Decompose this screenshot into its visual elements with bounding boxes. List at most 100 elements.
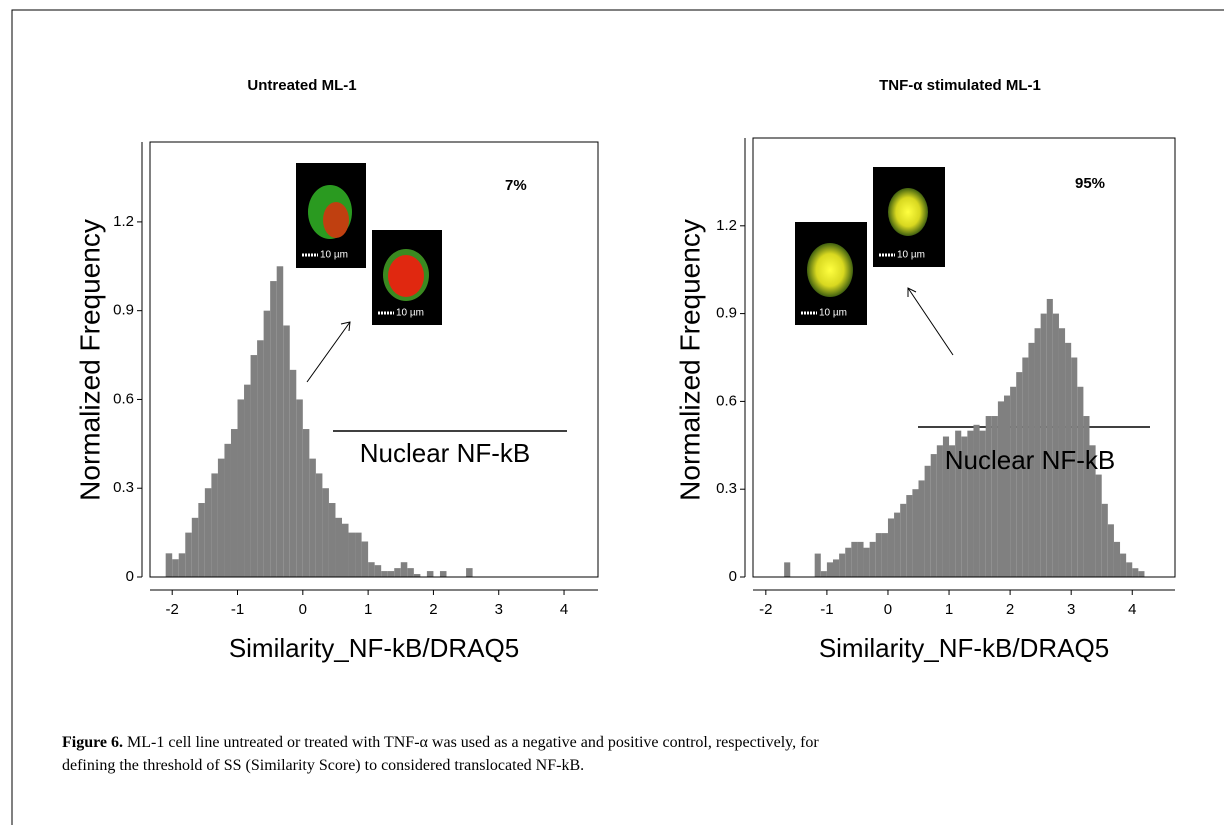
bar (827, 562, 833, 577)
bar (925, 466, 931, 577)
x-tick-label: 3 (1067, 601, 1075, 618)
cell-image: 10 µm (795, 222, 867, 325)
bar (231, 429, 238, 577)
bar (166, 553, 173, 577)
bar (1108, 524, 1114, 577)
bar (912, 489, 918, 577)
bar (1132, 568, 1138, 577)
bar (368, 562, 375, 577)
bar (198, 503, 205, 577)
bar (251, 355, 258, 577)
x-tick-label: 4 (560, 601, 568, 618)
bar (466, 568, 473, 577)
bar (870, 542, 876, 577)
scale-label: 10 µm (320, 250, 348, 261)
chart-title: Untreated ML-1 (247, 77, 356, 94)
bar (1010, 387, 1016, 577)
cell-image: 10 µm (372, 230, 442, 325)
annotation: 95% (1075, 175, 1105, 192)
bar (1096, 475, 1102, 577)
bar (876, 533, 882, 577)
x-tick-label: 3 (495, 601, 503, 618)
bar (322, 488, 329, 577)
bar (335, 518, 342, 577)
bar (342, 524, 349, 577)
y-tick-label: 0.9 (716, 305, 737, 322)
x-tick-label: -2 (759, 601, 772, 618)
bar (440, 571, 447, 577)
bar (986, 416, 992, 577)
x-tick-label: -1 (820, 601, 833, 618)
bar (283, 325, 290, 577)
bar (264, 311, 271, 577)
bar (1138, 571, 1144, 577)
bar (937, 445, 943, 577)
bar (211, 473, 218, 577)
bar (1004, 396, 1010, 577)
bar (270, 281, 277, 577)
bar (224, 444, 231, 577)
bar (290, 370, 297, 577)
bar (401, 562, 408, 577)
bar (882, 533, 888, 577)
y-tick-label: 0.3 (716, 480, 737, 497)
bar (857, 542, 863, 577)
bar (355, 533, 362, 577)
bar (1083, 416, 1089, 577)
y-tick-label: 0.6 (113, 390, 134, 407)
x-tick-label: 0 (884, 601, 892, 618)
annotation: Nuclear NF-kB (945, 445, 1115, 475)
x-tick-label: -1 (231, 601, 244, 618)
annotation: Nuclear NF-kB (360, 438, 530, 468)
bar (851, 542, 857, 577)
bar (815, 554, 821, 577)
bar (329, 503, 336, 577)
bar (238, 399, 245, 577)
bar (864, 548, 870, 577)
bar (1126, 562, 1132, 577)
bar (309, 459, 316, 577)
bar (362, 541, 369, 577)
bar (1114, 542, 1120, 577)
cell-image: 10 µm (873, 167, 945, 267)
y-tick-label: 0 (126, 568, 134, 585)
bar (375, 565, 382, 577)
bar (784, 562, 790, 577)
x-tick-label: -2 (166, 601, 179, 618)
bar (407, 568, 414, 577)
bar (303, 429, 310, 577)
bar (296, 399, 303, 577)
y-tick-label: 0.3 (113, 479, 134, 496)
scale-label: 10 µm (819, 308, 847, 319)
arrow (908, 288, 953, 355)
y-tick-label: 1.2 (113, 213, 134, 230)
bar (845, 548, 851, 577)
bar (998, 401, 1004, 577)
y-axis-label: Normalized Frequency (74, 219, 105, 501)
scale-label: 10 µm (897, 250, 925, 261)
bar (388, 571, 395, 577)
bar (205, 488, 212, 577)
y-axis-label: Normalized Frequency (674, 219, 705, 501)
y-tick-label: 0.6 (716, 392, 737, 409)
bar (906, 495, 912, 577)
arrow (307, 322, 350, 382)
scale-label: 10 µm (396, 308, 424, 319)
bar (931, 454, 937, 577)
bar (888, 518, 894, 577)
bar (316, 473, 323, 577)
x-tick-label: 2 (429, 601, 437, 618)
caption-text: ML-1 cell line untreated or treated with… (62, 734, 819, 774)
bar (900, 504, 906, 577)
x-tick-label: 4 (1128, 601, 1136, 618)
bar (427, 571, 434, 577)
chart-title: TNF-α stimulated ML-1 (879, 77, 1041, 94)
x-tick-label: 2 (1006, 601, 1014, 618)
bar (919, 480, 925, 577)
bar (277, 266, 284, 577)
bar (1077, 387, 1083, 577)
page: {"chart_data": [ {"type": "histogram", "… (0, 0, 1224, 825)
bar (179, 553, 186, 577)
bar (244, 385, 251, 577)
annotation: 7% (505, 177, 527, 194)
